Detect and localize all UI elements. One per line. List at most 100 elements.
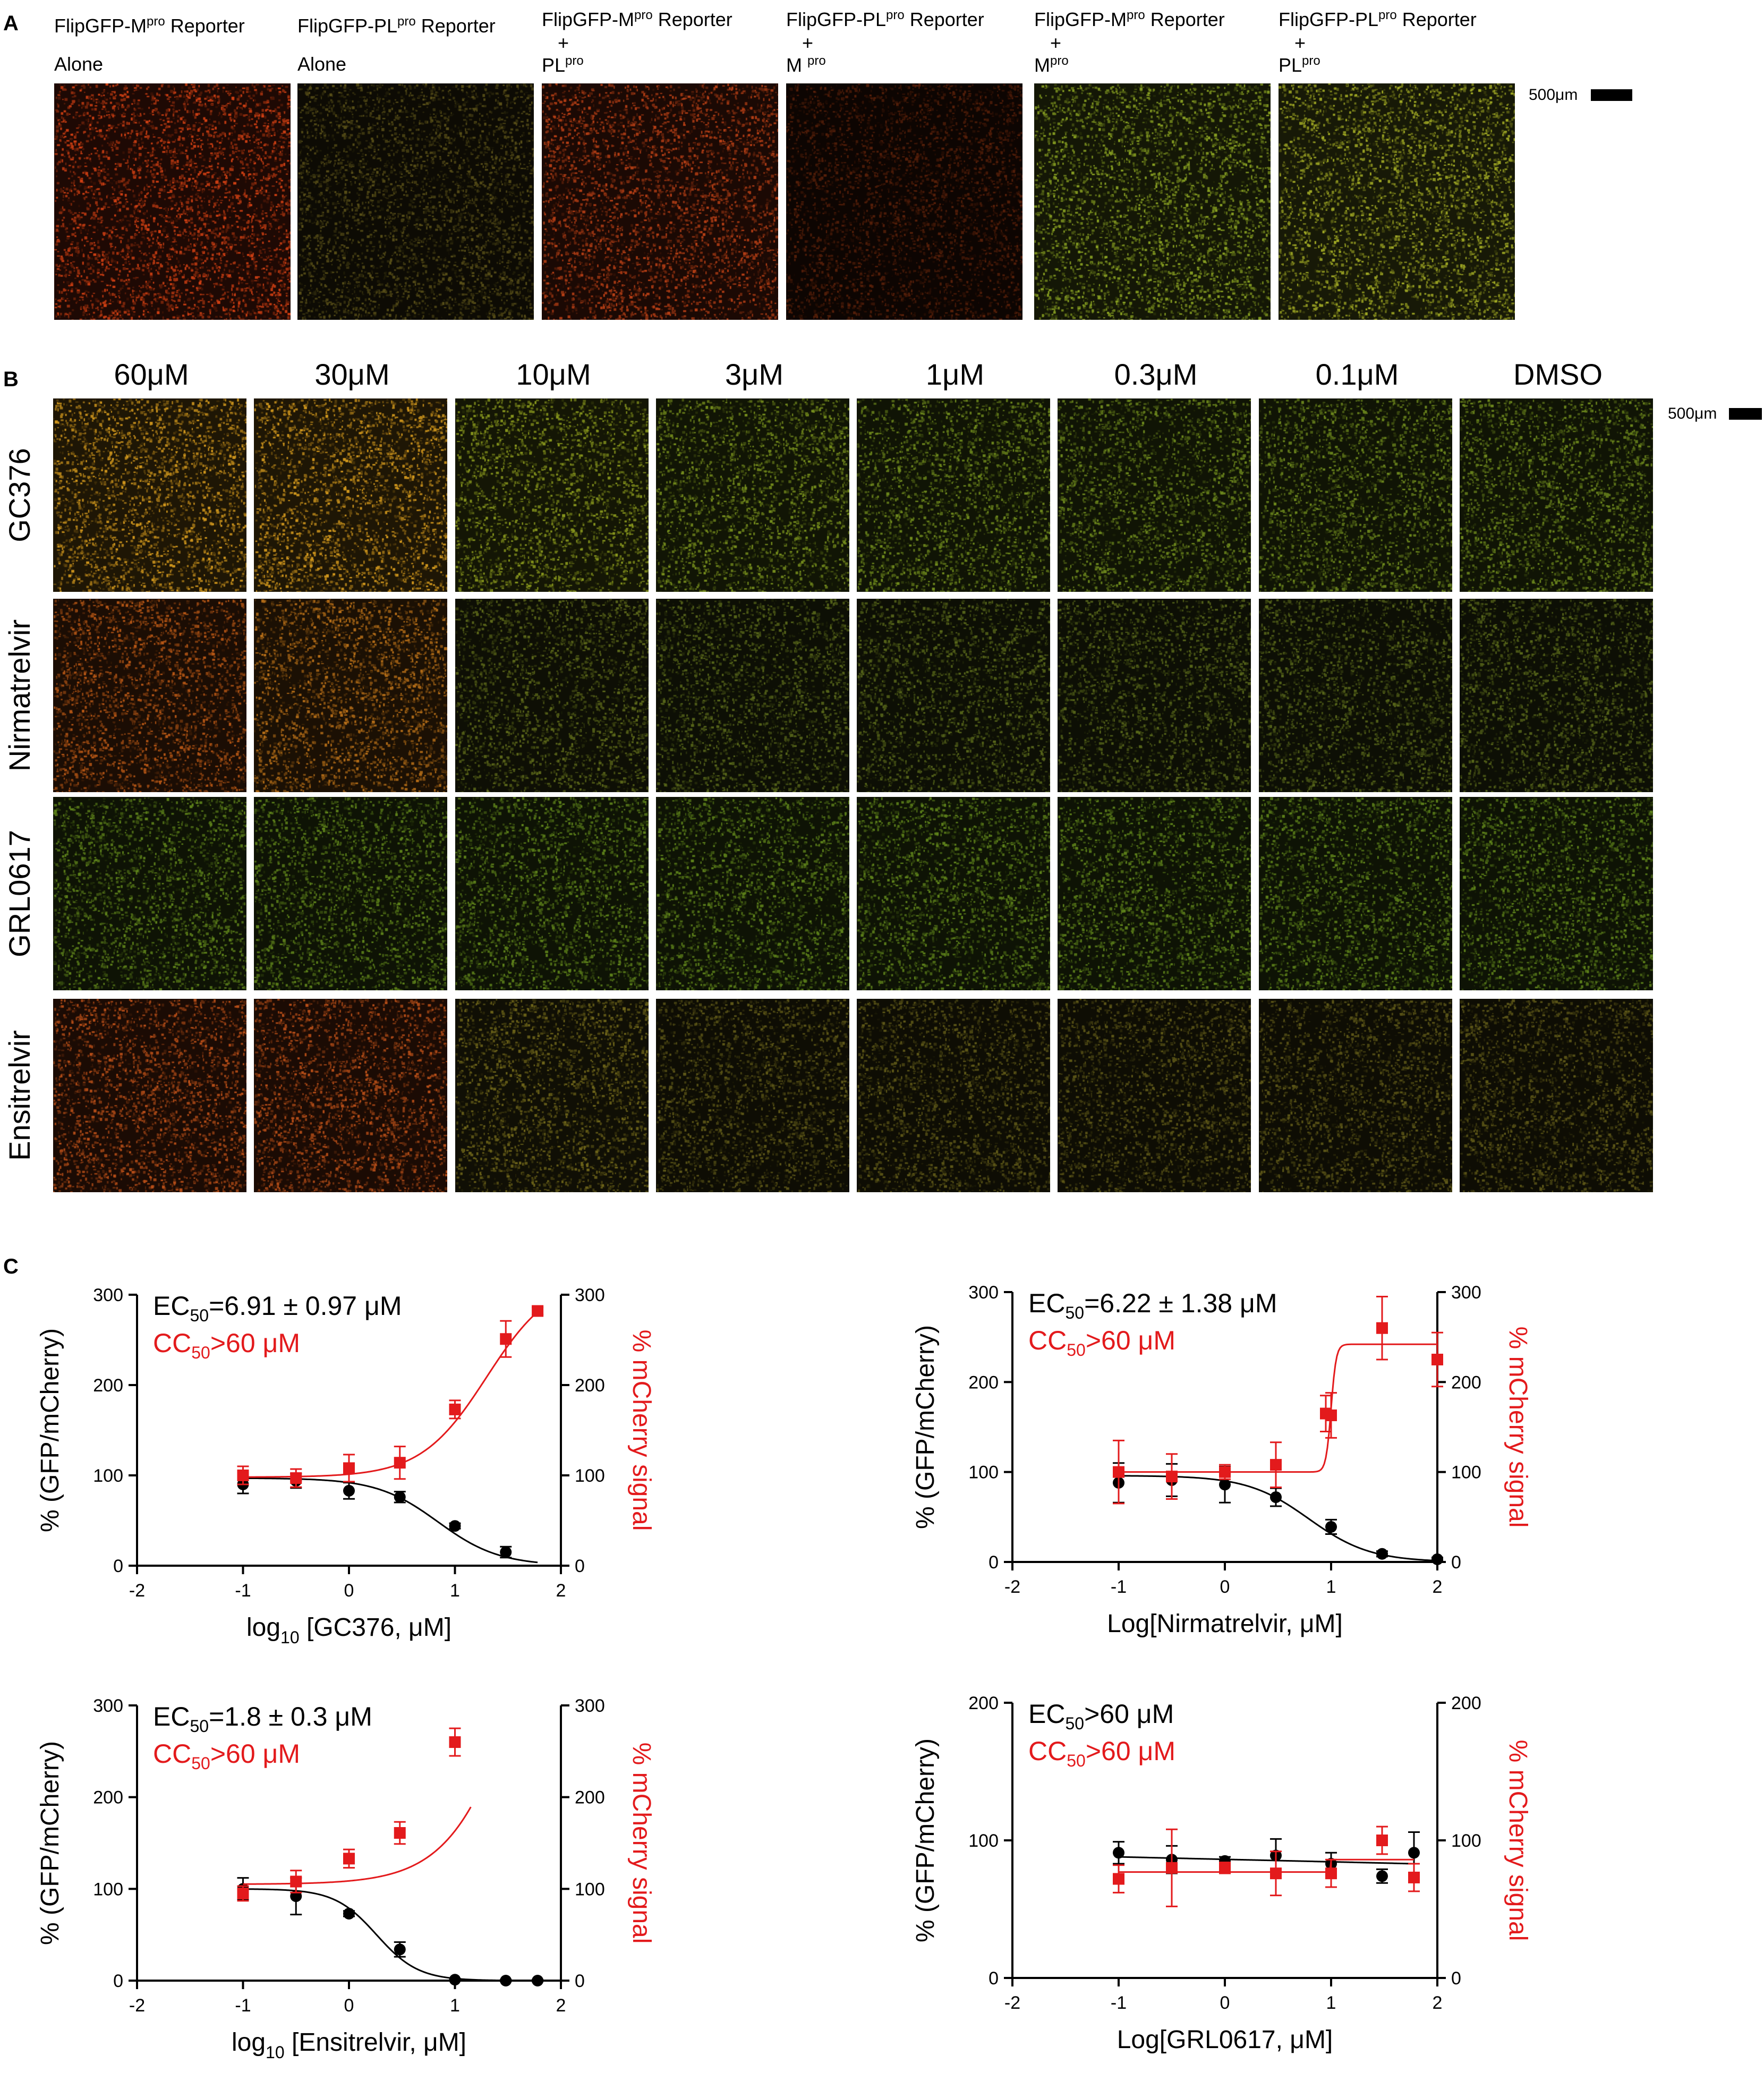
panel-b-image bbox=[455, 999, 649, 1192]
panel-b-scale-bar bbox=[1729, 408, 1762, 420]
data-point-mcherry bbox=[449, 1736, 461, 1748]
panel-b-image bbox=[1058, 999, 1251, 1192]
panel-a-label-4: FlipGFP-PLpro Reporter + M pro bbox=[786, 8, 984, 76]
y-tick-label: 300 bbox=[93, 1285, 123, 1305]
y-tick-label: 200 bbox=[93, 1788, 123, 1808]
y2-tick-label: 200 bbox=[575, 1375, 605, 1396]
fit-curve-mcherry bbox=[1119, 1858, 1414, 1873]
data-point-gfp bbox=[1270, 1491, 1282, 1504]
data-point-mcherry bbox=[290, 1875, 302, 1888]
panel-a-label-1: FlipGFP-Mpro Reporter Alone bbox=[54, 14, 245, 75]
data-point-mcherry bbox=[1219, 1466, 1231, 1478]
panel-a-scale-label: 500μm bbox=[1529, 86, 1578, 104]
panel-b-image bbox=[857, 999, 1050, 1192]
panel-b-image bbox=[656, 398, 849, 592]
fit-curve-mcherry bbox=[1119, 1343, 1437, 1473]
data-point-mcherry bbox=[1431, 1354, 1443, 1365]
panel-a-image-2 bbox=[297, 83, 534, 320]
y-tick-label: 100 bbox=[968, 1831, 999, 1851]
data-point-gfp bbox=[500, 1975, 512, 1986]
y2-tick-label: 200 bbox=[575, 1788, 605, 1808]
y-tick-label: 200 bbox=[93, 1375, 123, 1396]
panel-b-row-label: Nirmatrelvir bbox=[3, 619, 36, 772]
panel-b-image bbox=[254, 999, 447, 1192]
data-point-gfp bbox=[1431, 1553, 1443, 1565]
data-point-mcherry bbox=[1166, 1471, 1178, 1483]
x-tick-label: 0 bbox=[1220, 1577, 1230, 1597]
y2-axis-label: % mCherry signal bbox=[1504, 1327, 1532, 1528]
y-tick-label: 100 bbox=[968, 1463, 999, 1483]
y2-tick-label: 300 bbox=[575, 1285, 605, 1305]
y-tick-label: 200 bbox=[968, 1372, 999, 1392]
panel-b-image bbox=[1058, 797, 1251, 990]
data-point-gfp bbox=[1325, 1521, 1337, 1533]
panel-b-image bbox=[254, 398, 447, 592]
data-point-gfp bbox=[1376, 1870, 1388, 1882]
panel-label-b: B bbox=[3, 368, 19, 391]
x-tick-label: -2 bbox=[1004, 1993, 1020, 2013]
data-point-mcherry bbox=[1325, 1409, 1337, 1421]
y-tick-label: 0 bbox=[988, 1552, 999, 1573]
x-axis-label: log10 [Ensitrelvir, μM] bbox=[232, 2028, 466, 2062]
y2-tick-label: 100 bbox=[575, 1466, 605, 1486]
panel-b-image bbox=[1460, 999, 1653, 1192]
panel-b-column-label: 0.1μM bbox=[1315, 358, 1399, 391]
y2-tick-label: 100 bbox=[575, 1879, 605, 1899]
y-axis-label: % (GFP/mCherry) bbox=[36, 1328, 64, 1532]
panel-b-image bbox=[857, 599, 1050, 792]
panel-b-column-label: DMSO bbox=[1513, 358, 1603, 391]
y-axis-label: % (GFP/mCherry) bbox=[911, 1738, 940, 1942]
panel-b-image bbox=[455, 398, 649, 592]
y2-axis-label: % mCherry signal bbox=[627, 1330, 655, 1531]
panel-label-a: A bbox=[3, 12, 19, 35]
cc50-annotation: CC50>60 μM bbox=[1028, 1326, 1175, 1360]
data-point-gfp bbox=[394, 1943, 406, 1956]
panel-b-image bbox=[1259, 999, 1452, 1192]
cc50-annotation: CC50>60 μM bbox=[153, 1739, 300, 1773]
x-tick-label: 1 bbox=[450, 1995, 460, 2016]
panel-b-image bbox=[53, 797, 246, 990]
fit-curve-gfp bbox=[243, 1477, 538, 1564]
panel-b-column-label: 0.3μM bbox=[1114, 358, 1198, 391]
x-tick-label: -2 bbox=[1004, 1577, 1020, 1597]
data-point-gfp bbox=[449, 1974, 461, 1986]
x-tick-label: -1 bbox=[1111, 1993, 1127, 2013]
panel-b-image bbox=[53, 999, 246, 1192]
data-point-mcherry bbox=[1219, 1862, 1231, 1874]
data-point-mcherry bbox=[237, 1887, 249, 1899]
y-axis-label: % (GFP/mCherry) bbox=[36, 1741, 64, 1945]
panel-b-image bbox=[857, 797, 1050, 990]
panel-b-image bbox=[1460, 398, 1653, 592]
y-tick-label: 100 bbox=[93, 1879, 123, 1899]
x-tick-label: -2 bbox=[129, 1995, 145, 2016]
data-point-gfp bbox=[343, 1907, 355, 1920]
panel-a-image-4 bbox=[786, 83, 1022, 320]
x-tick-label: -1 bbox=[1111, 1577, 1127, 1597]
x-tick-label: 0 bbox=[344, 1581, 354, 1601]
panel-b-image bbox=[254, 599, 447, 792]
x-axis-label: Log[GRL0617, μM] bbox=[1117, 2026, 1333, 2054]
panel-b-image bbox=[1460, 599, 1653, 792]
panel-a-image-3 bbox=[542, 83, 778, 320]
panel-b-image bbox=[656, 999, 849, 1192]
data-point-mcherry bbox=[500, 1333, 512, 1345]
y-tick-label: 0 bbox=[113, 1556, 123, 1576]
x-tick-label: 2 bbox=[556, 1995, 566, 2016]
data-point-gfp bbox=[1113, 1847, 1124, 1859]
y2-tick-label: 100 bbox=[1451, 1463, 1481, 1483]
y-tick-label: 300 bbox=[968, 1283, 999, 1303]
panel-b-image bbox=[455, 599, 649, 792]
data-point-mcherry bbox=[1408, 1871, 1420, 1883]
panel-b-image bbox=[254, 797, 447, 990]
y2-axis-label: % mCherry signal bbox=[1504, 1740, 1532, 1941]
data-point-gfp bbox=[500, 1546, 512, 1558]
x-tick-label: -1 bbox=[235, 1581, 251, 1601]
y-tick-label: 0 bbox=[113, 1971, 123, 1991]
panel-a-scale-bar bbox=[1591, 89, 1632, 101]
data-point-mcherry bbox=[343, 1853, 355, 1865]
ec50-annotation: EC50=6.91 ± 0.97 μM bbox=[153, 1291, 402, 1325]
y2-tick-label: 300 bbox=[575, 1696, 605, 1716]
y2-tick-label: 200 bbox=[1451, 1693, 1481, 1713]
